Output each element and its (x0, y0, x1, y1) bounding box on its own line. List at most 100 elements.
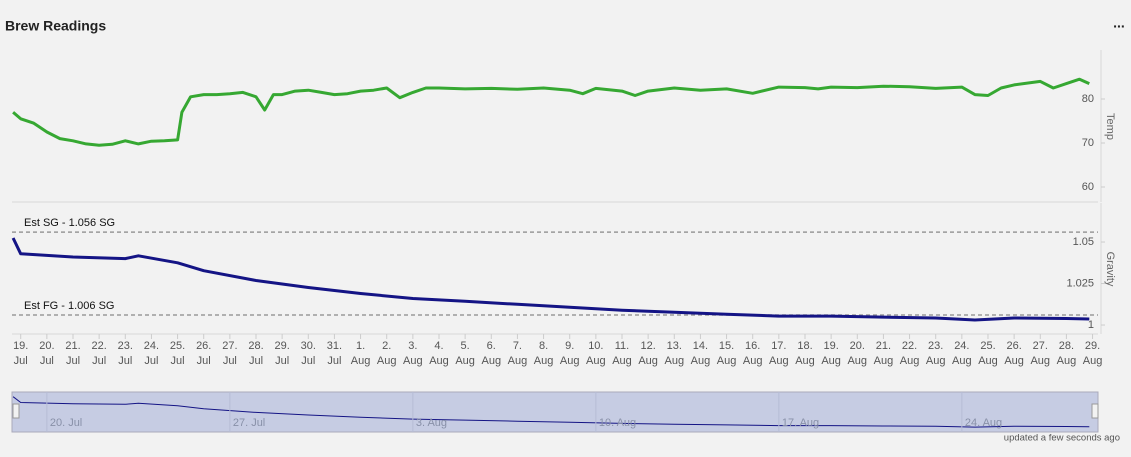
x-tick-day: 13. (667, 340, 682, 352)
y-tick-label: 70 (1082, 137, 1094, 149)
x-tick-day: 25. (980, 340, 995, 352)
x-tick-month: Jul (275, 355, 289, 367)
x-tick-month: Jul (66, 355, 80, 367)
x-tick-month: Aug (900, 355, 920, 367)
x-tick-day: 27. (222, 340, 237, 352)
x-tick-month: Aug (455, 355, 475, 367)
plot-line-label: Est SG - 1.056 SG (24, 217, 115, 229)
x-tick-month: Jul (92, 355, 106, 367)
x-tick-day: 3. (408, 340, 417, 352)
x-tick-month: Aug (874, 355, 894, 367)
x-tick-day: 12. (640, 340, 655, 352)
x-tick-day: 2. (382, 340, 391, 352)
x-tick-day: 31. (327, 340, 342, 352)
x-tick-day: 22. (902, 340, 917, 352)
x-tick-month: Aug (795, 355, 815, 367)
x-tick-day: 7. (513, 340, 522, 352)
y-tick-label: 1 (1088, 319, 1094, 331)
x-tick-month: Aug (664, 355, 684, 367)
x-tick-month: Jul (249, 355, 263, 367)
y-axis-title: Gravity (1104, 252, 1116, 287)
x-tick-month: Jul (327, 355, 341, 367)
x-tick-month: Aug (612, 355, 632, 367)
x-tick-day: 14. (693, 340, 708, 352)
x-tick-month: Jul (14, 355, 28, 367)
chart-title: Brew Readings (5, 18, 106, 34)
navigator-handle[interactable] (1091, 403, 1099, 419)
x-tick-month: Aug (351, 355, 371, 367)
navigator-tick-label: 24. Aug (965, 417, 1002, 429)
x-tick-month: Aug (743, 355, 763, 367)
x-tick-month: Aug (1004, 355, 1024, 367)
navigator-tick-label: 10. Aug (599, 417, 636, 429)
x-tick-day: 25. (170, 340, 185, 352)
x-tick-day: 17. (771, 340, 786, 352)
x-tick-day: 24. (954, 340, 969, 352)
x-tick-month: Aug (978, 355, 998, 367)
x-tick-month: Jul (197, 355, 211, 367)
x-tick-month: Aug (1083, 355, 1103, 367)
x-tick-day: 19. (13, 340, 28, 352)
x-tick-day: 4. (434, 340, 443, 352)
x-tick-month: Aug (717, 355, 737, 367)
x-tick-day: 26. (1006, 340, 1021, 352)
x-tick-day: 5. (461, 340, 470, 352)
x-tick-day: 26. (196, 340, 211, 352)
x-tick-day: 20. (850, 340, 865, 352)
menu-button[interactable]: ... (1113, 15, 1125, 31)
navigator-tick-label: 27. Jul (233, 417, 265, 429)
x-tick-day: 16. (745, 340, 760, 352)
x-tick-month: Aug (847, 355, 867, 367)
y-tick-label: 60 (1082, 181, 1094, 193)
x-tick-month: Aug (560, 355, 580, 367)
x-tick-day: 21. (65, 340, 80, 352)
x-tick-day: 21. (876, 340, 891, 352)
x-tick-month: Jul (144, 355, 158, 367)
series-line (12, 77, 1090, 147)
x-tick-month: Aug (691, 355, 711, 367)
x-tick-month: Aug (926, 355, 946, 367)
x-tick-day: 28. (248, 340, 263, 352)
x-tick-month: Aug (769, 355, 789, 367)
x-tick-month: Jul (171, 355, 185, 367)
x-tick-day: 19. (823, 340, 838, 352)
x-tick-month: Jul (40, 355, 54, 367)
x-tick-day: 10. (588, 340, 603, 352)
navigator-tick-label: 17. Aug (782, 417, 819, 429)
x-tick-day: 29. (274, 340, 289, 352)
navigator-tick-label: 3. Aug (416, 417, 447, 429)
series-line (11, 237, 1090, 322)
y-tick-label: 1.025 (1066, 277, 1094, 289)
x-tick-day: 1. (356, 340, 365, 352)
navigator-window (11, 391, 1099, 433)
x-tick-day: 24. (144, 340, 159, 352)
x-tick-day: 23. (928, 340, 943, 352)
x-tick-day: 6. (487, 340, 496, 352)
x-tick-month: Aug (429, 355, 449, 367)
x-tick-month: Aug (1057, 355, 1077, 367)
x-tick-month: Aug (403, 355, 423, 367)
x-tick-month: Aug (952, 355, 972, 367)
y-axis-title: Temp (1104, 113, 1116, 140)
x-tick-day: 9. (565, 340, 574, 352)
navigator-tick-label: 20. Jul (50, 417, 82, 429)
x-tick-day: 22. (91, 340, 106, 352)
plot-line-label: Est FG - 1.006 SG (24, 300, 114, 312)
x-tick-month: Aug (638, 355, 658, 367)
x-tick-month: Aug (821, 355, 841, 367)
update-status: updated a few seconds ago (1004, 433, 1120, 444)
x-tick-day: 29. (1085, 340, 1100, 352)
x-tick-month: Aug (481, 355, 501, 367)
x-tick-month: Aug (377, 355, 397, 367)
x-tick-month: Aug (1030, 355, 1050, 367)
x-tick-day: 28. (1059, 340, 1074, 352)
x-tick-day: 8. (539, 340, 548, 352)
navigator-handle[interactable] (12, 403, 20, 419)
x-tick-month: Aug (508, 355, 528, 367)
x-tick-month: Jul (118, 355, 132, 367)
x-tick-day: 18. (797, 340, 812, 352)
x-tick-day: 27. (1033, 340, 1048, 352)
x-tick-month: Jul (301, 355, 315, 367)
